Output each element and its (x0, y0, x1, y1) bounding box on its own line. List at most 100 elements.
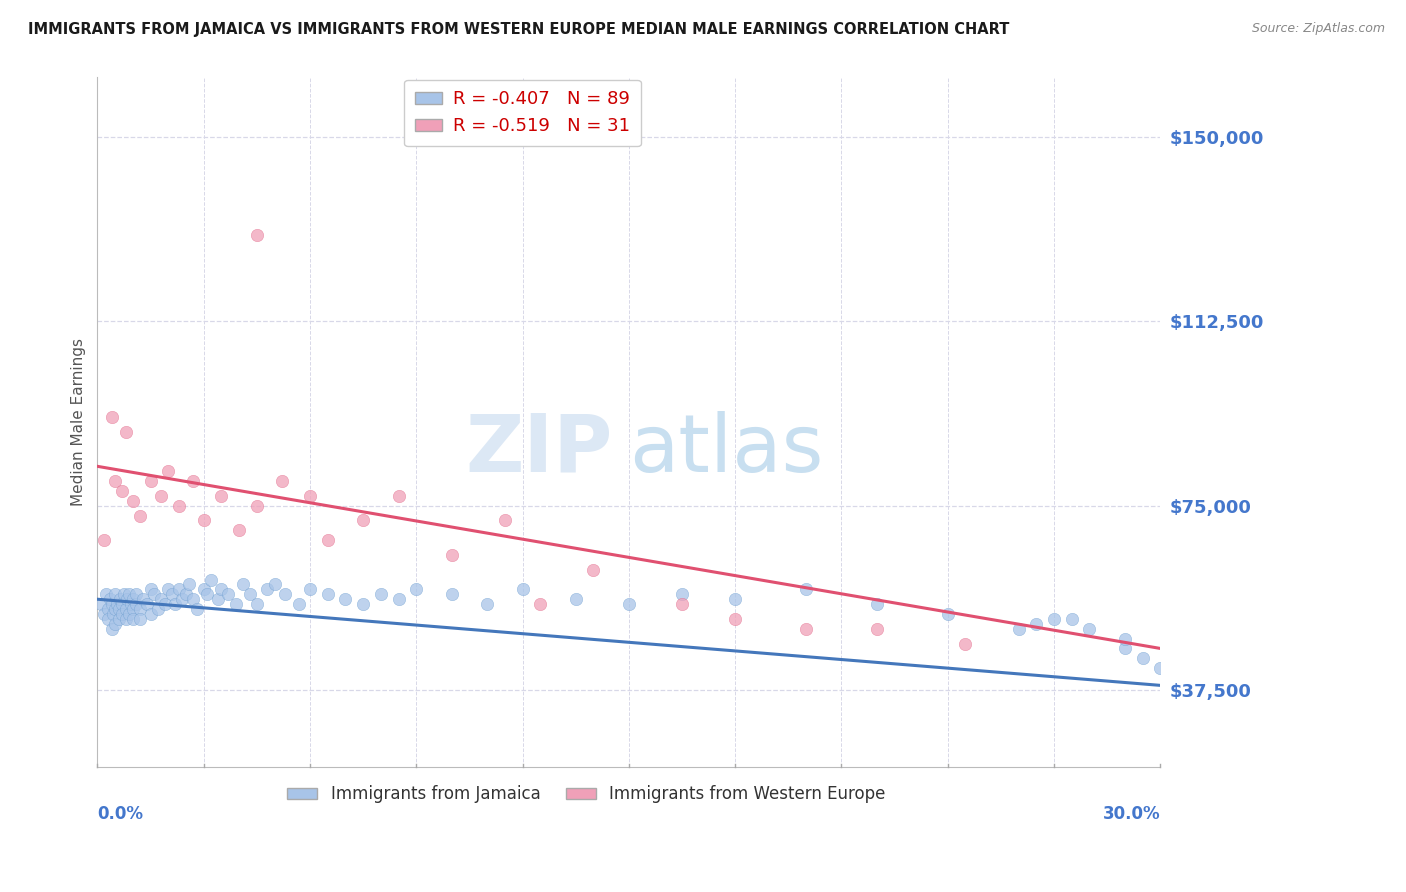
Point (724, 612, 747, 626)
Point (200, 573, 222, 587)
Point (195, 587, 218, 601)
Point (239, 587, 262, 601)
Text: 30.0%: 30.0% (1102, 805, 1160, 823)
Point (90, 597, 112, 611)
Point (114, 612, 136, 626)
Point (128, 602, 150, 616)
Point (298, 582, 321, 597)
Point (405, 582, 427, 597)
Point (136, 597, 159, 611)
Point (209, 489, 232, 503)
Point (121, 592, 143, 607)
Y-axis label: Median Male Earnings: Median Male Earnings (72, 338, 86, 506)
Point (232, 577, 254, 591)
Point (157, 464, 180, 478)
Point (256, 582, 278, 597)
Point (117, 592, 139, 607)
Point (125, 587, 148, 601)
Point (1025, 616, 1047, 631)
Point (1114, 641, 1136, 656)
Point (181, 592, 204, 607)
Point (118, 587, 141, 601)
Point (165, 597, 187, 611)
Point (186, 602, 208, 616)
Point (512, 582, 534, 597)
Point (288, 597, 311, 611)
Point (128, 612, 150, 626)
Point (174, 587, 197, 601)
Point (112, 587, 135, 601)
Text: 0.0%: 0.0% (97, 805, 143, 823)
Point (139, 582, 162, 597)
Point (475, 597, 498, 611)
Point (298, 489, 321, 503)
Point (207, 592, 229, 607)
Point (1007, 622, 1029, 636)
Point (132, 592, 155, 607)
Point (93, 533, 115, 548)
Point (1132, 651, 1154, 665)
Point (121, 602, 143, 616)
Point (96, 587, 118, 601)
Point (179, 577, 201, 591)
Text: IMMIGRANTS FROM JAMAICA VS IMMIGRANTS FROM WESTERN EUROPE MEDIAN MALE EARNINGS C: IMMIGRANTS FROM JAMAICA VS IMMIGRANTS FR… (28, 22, 1010, 37)
Point (121, 493, 143, 508)
Point (1078, 622, 1101, 636)
Point (110, 592, 132, 607)
Point (143, 587, 166, 601)
Point (193, 582, 215, 597)
Point (1149, 661, 1171, 675)
Point (107, 612, 129, 626)
Point (97, 612, 120, 626)
Text: ZIP: ZIP (465, 410, 613, 489)
Text: Source: ZipAtlas.com: Source: ZipAtlas.com (1251, 22, 1385, 36)
Point (111, 597, 134, 611)
Point (160, 587, 183, 601)
Point (617, 597, 640, 611)
Point (794, 622, 817, 636)
Point (225, 597, 247, 611)
Point (153, 597, 176, 611)
Point (100, 410, 122, 425)
Point (228, 524, 250, 538)
Point (936, 607, 959, 621)
Point (582, 563, 605, 577)
Point (98, 592, 121, 607)
Point (274, 587, 297, 601)
Point (107, 602, 129, 616)
Point (564, 592, 586, 607)
Point (440, 587, 463, 601)
Point (352, 513, 374, 527)
Point (93, 607, 115, 621)
Point (440, 548, 463, 562)
Point (172, 592, 194, 607)
Point (387, 592, 409, 607)
Point (139, 607, 162, 621)
Point (387, 489, 409, 503)
Point (104, 602, 127, 616)
Point (1114, 632, 1136, 646)
Point (111, 483, 134, 498)
Point (157, 582, 180, 597)
Point (181, 474, 204, 488)
Point (114, 602, 136, 616)
Point (370, 587, 392, 601)
Point (724, 592, 747, 607)
Point (104, 616, 127, 631)
Point (120, 597, 142, 611)
Point (111, 607, 134, 621)
Point (270, 474, 292, 488)
Point (121, 612, 143, 626)
Point (246, 227, 269, 242)
Point (104, 474, 127, 488)
Point (352, 597, 374, 611)
Point (263, 577, 285, 591)
Point (150, 592, 173, 607)
Point (1043, 612, 1066, 626)
Point (103, 607, 125, 621)
Point (118, 607, 141, 621)
Point (955, 636, 977, 650)
Point (97, 602, 120, 616)
Point (335, 592, 357, 607)
Point (494, 513, 516, 527)
